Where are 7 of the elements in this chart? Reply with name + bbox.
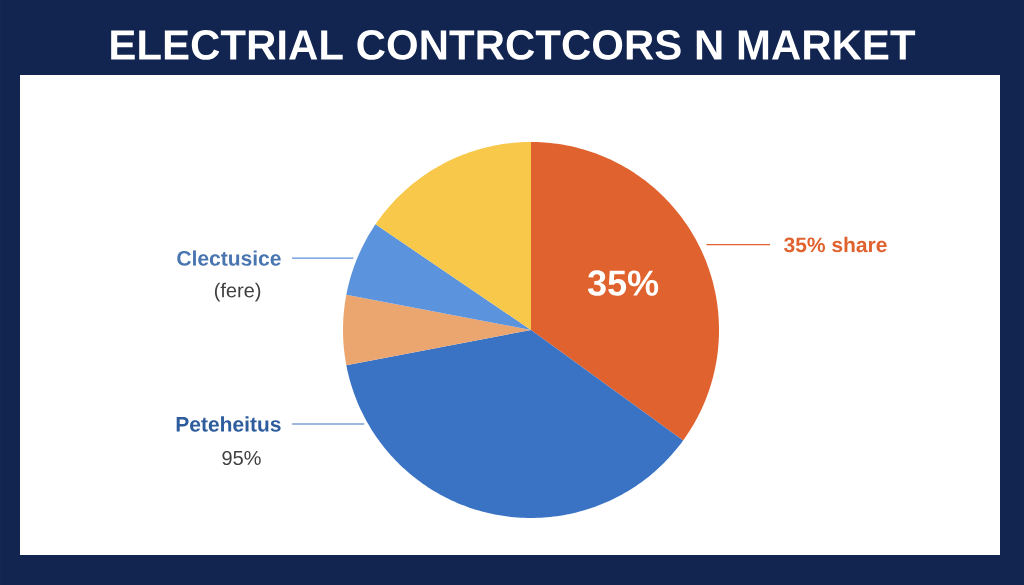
data-label: (fere) [214,282,261,302]
chart-title: ELECTRIAL CONTRCTCORS N MARKET [111,30,916,60]
text: 95% [222,450,261,466]
slice-label: 35% share [784,236,887,253]
slice-label: Clectusice [177,250,281,266]
slice-label: Peteheitus [176,416,281,432]
data-label: 35% [587,270,659,296]
